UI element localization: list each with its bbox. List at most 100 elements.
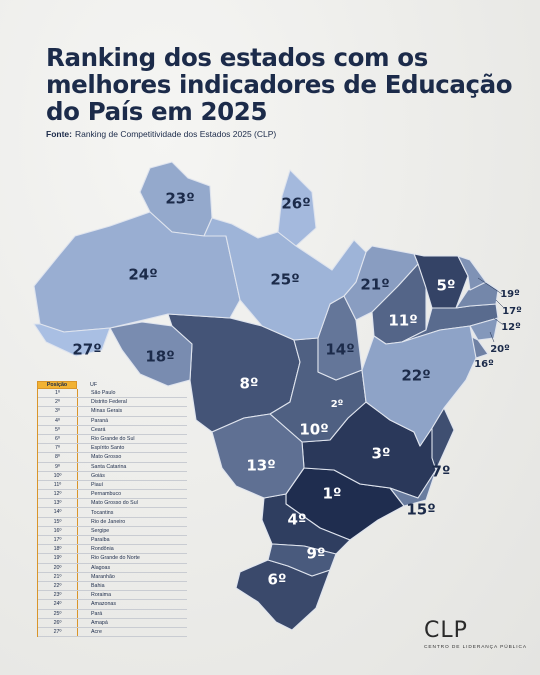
legend-row: 11º Piauí [38, 480, 187, 491]
legend-state: Mato Grosso do Sul [91, 500, 138, 507]
rank-label-goias: 10º [299, 421, 328, 439]
legend-position: 13º [38, 499, 78, 508]
legend-state: Pernambuco [91, 491, 122, 498]
legend-position: 21º [38, 572, 78, 581]
legend-position: 17º [38, 536, 78, 545]
legend-position: 1º [38, 389, 78, 398]
state-santa-catarina [267, 543, 337, 577]
leader-line-paraiba [495, 299, 505, 309]
clp-logo: CLP CENTRO DE LIDERANÇA PÚBLICA [424, 618, 527, 650]
state-rondonia [109, 321, 193, 387]
rank-label-rio-de-janeiro: 15º [406, 501, 435, 519]
legend-state: Goiás [91, 472, 105, 479]
rank-label-piaui: 11º [388, 312, 417, 330]
legend-position: 8º [38, 453, 78, 462]
source-line: Fonte: Ranking de Competitividade dos Est… [46, 129, 276, 139]
rank-label-roraima: 23º [165, 190, 194, 208]
legend-state: Tocantins [91, 509, 114, 516]
state-para [203, 217, 367, 341]
legend-state: Sergipe [91, 527, 110, 534]
legend-position: 4º [38, 416, 78, 425]
legend-row: 15º Rio de Janeiro [38, 517, 187, 527]
rank-label-paraiba: 17º [502, 306, 522, 317]
rank-label-tocantins: 14º [325, 341, 354, 359]
state-mato-grosso-do-sul [211, 413, 305, 499]
legend-header-position: Posição [37, 381, 77, 389]
legend-position: 5º [38, 425, 78, 434]
legend-state: Amazonas [91, 601, 117, 608]
legend-row: 25º Pará [38, 609, 187, 619]
rank-label-distrito-federal: 2º [331, 399, 344, 410]
source-label: Fonte: [46, 129, 72, 139]
legend-position: 6º [38, 434, 78, 444]
legend-position: 14º [38, 508, 78, 517]
legend-row: 24º Amazonas [38, 600, 187, 610]
legend-state: Bahia [91, 583, 105, 590]
legend-state: Santa Catarina [91, 463, 127, 470]
legend-row: 26º Amapá [38, 618, 187, 628]
logo-subtitle: CENTRO DE LIDERANÇA PÚBLICA [424, 645, 527, 650]
state-parana [261, 493, 351, 555]
rank-label-para: 25º [270, 271, 299, 289]
legend-position: 22º [38, 581, 78, 591]
rank-label-rondonia: 18º [145, 348, 174, 366]
rank-label-bahia: 22º [401, 367, 430, 385]
legend-state: Alagoas [91, 564, 111, 571]
page-title: Ranking dos estados com os melhores indi… [46, 43, 513, 126]
legend-position: 12º [38, 490, 78, 499]
legend-row: 9º Santa Catarina [38, 462, 187, 472]
legend-position: 16º [38, 526, 78, 535]
logo-mark: CLP [424, 618, 468, 643]
rank-label-mato-grosso: 8º [240, 375, 259, 393]
leader-line-espirito-santo [435, 461, 439, 469]
legend-state: Minas Gerais [91, 408, 123, 415]
leader-line-pernambuco [493, 317, 503, 325]
legend-state: Roraima [91, 592, 112, 599]
rank-label-rio-grande-do-sul: 6º [268, 571, 287, 589]
leader-line-rio-grande-do-norte [477, 277, 503, 295]
legend-row: 2º Distrito Federal [38, 398, 187, 408]
legend-state: Paraná [91, 417, 109, 424]
legend-row: 5º Ceará [38, 425, 187, 435]
legend-state: Espírito Santo [91, 445, 125, 452]
rank-label-rio-grande-do-norte: 19º [500, 289, 520, 300]
rank-label-maranhao: 21º [360, 276, 389, 294]
legend-state: Piauí [91, 481, 104, 488]
legend-row: 12º Pernambuco [38, 490, 187, 500]
state-amapa [277, 169, 317, 247]
rank-label-parana: 4º [288, 511, 307, 529]
rank-label-sergipe: 16º [474, 359, 494, 370]
legend-state: Pará [91, 610, 103, 617]
legend-position: 24º [38, 600, 78, 609]
legend-position: 27º [38, 627, 78, 637]
rank-label-sao-paulo: 1º [323, 485, 342, 503]
legend-row: 17º Paraíba [38, 536, 187, 546]
rank-label-acre: 27º [72, 341, 101, 359]
legend-position: 26º [38, 618, 78, 627]
legend-position: 11º [38, 480, 78, 490]
legend-state: Distrito Federal [91, 399, 127, 406]
legend-position: 7º [38, 444, 78, 453]
legend-state: Maranhão [91, 573, 115, 580]
legend-position: 10º [38, 471, 78, 480]
rank-label-ceara: 5º [437, 277, 456, 295]
legend-state: Rio Grande do Norte [91, 555, 140, 562]
rank-label-alagoas: 20º [490, 344, 510, 355]
legend-row: 16º Sergipe [38, 526, 187, 536]
legend-state: Paraíba [91, 537, 110, 544]
state-bahia [361, 325, 477, 447]
legend-position: 20º [38, 563, 78, 572]
legend-position: 18º [38, 545, 78, 554]
legend-state: São Paulo [91, 390, 116, 397]
legend-state: Ceará [91, 426, 106, 433]
legend-header-uf: UF [90, 382, 98, 388]
legend-row: 23º Roraima [38, 591, 187, 601]
legend-row: 20º Alagoas [38, 563, 187, 573]
legend-position: 19º [38, 554, 78, 563]
legend-position: 15º [38, 517, 78, 526]
legend-position: 3º [38, 407, 78, 416]
rank-label-amazonas: 24º [128, 266, 157, 284]
legend-position: 9º [38, 462, 78, 471]
